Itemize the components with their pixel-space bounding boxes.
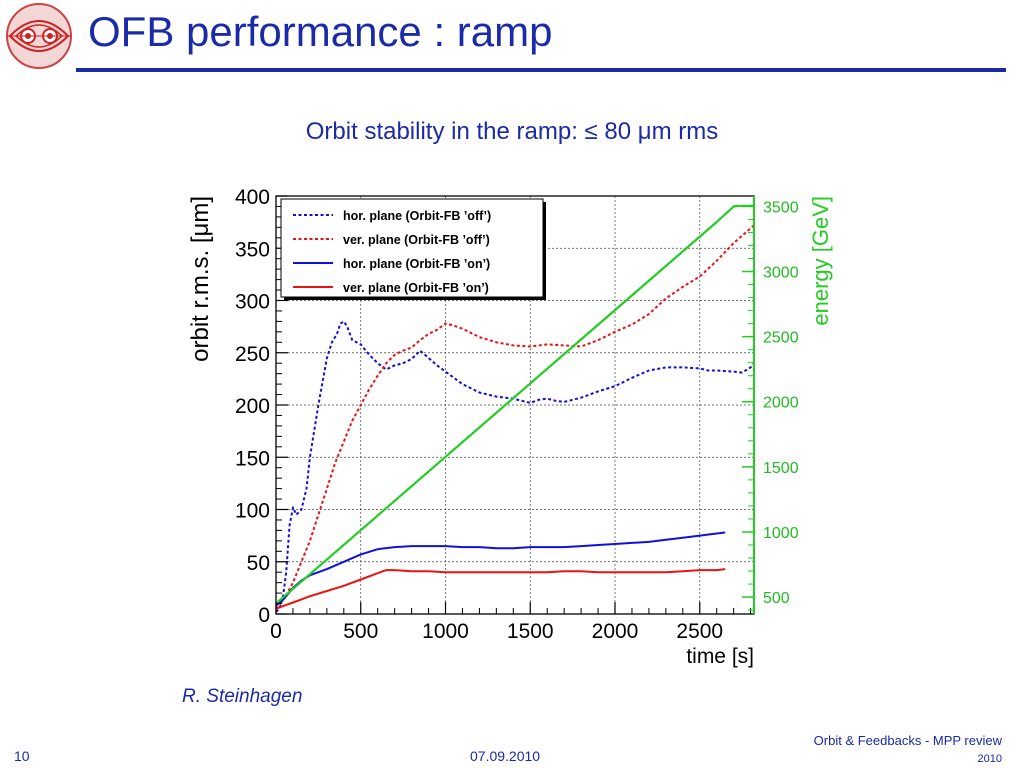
y-tick-label: 0: [258, 604, 270, 627]
x-tick-label: 1500: [507, 620, 554, 643]
y-tick-label: 50: [247, 552, 270, 575]
legend-label-0: hor. plane (Orbit-FB ’off’): [343, 209, 491, 223]
legend-label-1: ver. plane (Orbit-FB ’off’): [343, 233, 490, 247]
energy-tick-label: 2000: [763, 395, 799, 412]
x-tick-label: 2000: [592, 620, 639, 643]
y-tick-label: 100: [235, 500, 270, 523]
y-tick-label: 150: [235, 447, 270, 470]
footer-line-2: 2010: [977, 753, 1002, 765]
y-tick-label: 350: [235, 238, 270, 261]
y-axis-label: orbit r.m.s. [μm]: [187, 196, 214, 362]
energy-tick-label: 1500: [763, 460, 799, 477]
series-line-1: [275, 224, 755, 610]
energy-tick-label: 2500: [763, 330, 799, 347]
energy-tick-label: 3500: [763, 199, 799, 216]
energy-tick-label: 500: [763, 590, 790, 607]
x-tick-label: 1000: [422, 620, 469, 643]
energy-tick-label: 1000: [763, 525, 799, 542]
x-tick-label: 0: [270, 620, 282, 643]
y-tick-label: 400: [235, 186, 270, 209]
chart-legend: hor. plane (Orbit-FB ’off’) ver. plane (O…: [280, 198, 546, 300]
y-tick-label: 300: [235, 291, 270, 314]
slide-title: OFB performance : ramp: [88, 8, 553, 55]
author: R. Steinhagen: [182, 686, 303, 707]
series-line-0: [275, 320, 755, 613]
footer-line-1: Orbit & Feedbacks - MPP review: [813, 733, 1002, 748]
slide-date: 07.09.2010: [470, 748, 541, 764]
series-line-3: [275, 568, 726, 610]
footer-caption: Orbit & Feedbacks - MPP review 2010: [814, 732, 1002, 768]
series-line-2: [275, 531, 726, 607]
chart-axes: 0 500 1000 1500 2000 2500 0 50 100 150 200 250 300 35…: [187, 186, 833, 668]
y-tick-label: 200: [235, 395, 270, 418]
x-tick-label: 2500: [676, 620, 723, 643]
legend-label-3: ver. plane (Orbit-FB ’on’): [343, 281, 489, 295]
title-rule: [76, 68, 1006, 72]
x-axis-label: time [s]: [686, 645, 754, 668]
legend-box: [280, 198, 544, 298]
y-tick-label: 250: [235, 343, 270, 366]
energy-axis-label: energy [GeV]: [808, 196, 833, 326]
page-number: 10: [14, 748, 30, 764]
slide-subtitle: Orbit stability in the ramp: ≤ 80 μm rms: [305, 118, 719, 145]
lhc-logo: [6, 3, 72, 69]
energy-tick-label: 3000: [763, 265, 799, 282]
legend-label-2: hor. plane (Orbit-FB ’on’): [343, 257, 490, 271]
orbit-rms-chart: 0 500 1000 1500 2000 2500 0 50 100 150 200 250 300 35…: [187, 186, 833, 668]
x-tick-label: 500: [343, 620, 378, 643]
